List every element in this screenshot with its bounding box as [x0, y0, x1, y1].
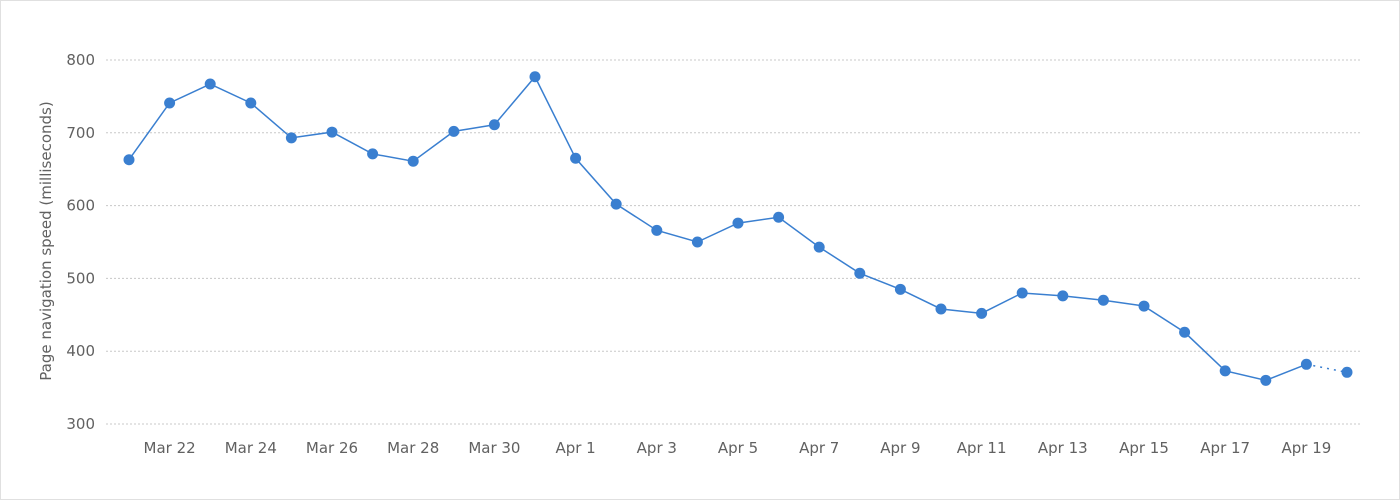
x-tick-label: Apr 7: [799, 439, 839, 457]
x-tick-label: Apr 1: [555, 439, 595, 457]
data-point[interactable]: [813, 241, 825, 253]
x-tick-label: Mar 22: [144, 439, 196, 457]
data-point[interactable]: [1016, 287, 1028, 299]
data-point[interactable]: [1341, 366, 1353, 378]
x-tick-label: Apr 5: [718, 439, 758, 457]
y-tick-label: 600: [66, 197, 95, 215]
data-point[interactable]: [854, 267, 866, 279]
data-point[interactable]: [407, 155, 419, 167]
y-axis-ticks: 300 400 500 600 700 800: [66, 51, 95, 433]
x-tick-label: Apr 15: [1119, 439, 1169, 457]
gridlines: [106, 59, 1361, 425]
data-point[interactable]: [1057, 290, 1069, 302]
data-point[interactable]: [164, 97, 176, 109]
data-point[interactable]: [1219, 365, 1231, 377]
data-point[interactable]: [367, 148, 379, 160]
y-axis-label: Page navigation speed (milliseconds): [37, 101, 55, 380]
data-point[interactable]: [651, 224, 663, 236]
data-point[interactable]: [1179, 326, 1191, 338]
data-point[interactable]: [976, 307, 988, 319]
data-point[interactable]: [610, 198, 622, 210]
y-tick-label: 800: [66, 51, 95, 69]
data-point[interactable]: [1260, 374, 1272, 386]
data-point[interactable]: [488, 119, 500, 131]
x-tick-label: Mar 24: [225, 439, 277, 457]
data-point[interactable]: [691, 236, 703, 248]
x-tick-label: Mar 30: [468, 439, 520, 457]
data-point[interactable]: [326, 126, 338, 138]
data-point[interactable]: [1300, 358, 1312, 370]
data-point[interactable]: [894, 283, 906, 295]
series-line: [128, 75, 1348, 382]
x-tick-label: Apr 13: [1038, 439, 1088, 457]
x-tick-label: Mar 28: [387, 439, 439, 457]
data-point[interactable]: [204, 78, 216, 90]
series-line-dotted: [1306, 363, 1348, 374]
x-tick-label: Apr 3: [637, 439, 677, 457]
x-tick-label: Mar 26: [306, 439, 358, 457]
y-tick-label: 500: [66, 269, 95, 287]
data-point[interactable]: [570, 152, 582, 164]
x-tick-label: Apr 11: [957, 439, 1007, 457]
series-points: [123, 71, 1353, 386]
data-point[interactable]: [1138, 300, 1150, 312]
data-point[interactable]: [732, 217, 744, 229]
x-tick-label: Apr 9: [880, 439, 920, 457]
data-point[interactable]: [1097, 294, 1109, 306]
data-point[interactable]: [123, 154, 135, 166]
data-point[interactable]: [773, 211, 785, 223]
x-tick-label: Apr 19: [1281, 439, 1331, 457]
x-axis-ticks: Mar 22 Mar 24 Mar 26 Mar 28 Mar 30 Apr 1 Apr 3…: [144, 439, 1332, 457]
data-point[interactable]: [245, 97, 257, 109]
data-point[interactable]: [935, 303, 947, 315]
data-point[interactable]: [285, 132, 297, 144]
data-point[interactable]: [448, 125, 460, 137]
y-tick-label: 700: [66, 124, 95, 142]
y-tick-label: 300: [66, 415, 95, 433]
data-point[interactable]: [529, 71, 541, 83]
y-tick-label: 400: [66, 342, 95, 360]
x-tick-label: Apr 17: [1200, 439, 1250, 457]
series-line-solid: [128, 75, 1307, 382]
